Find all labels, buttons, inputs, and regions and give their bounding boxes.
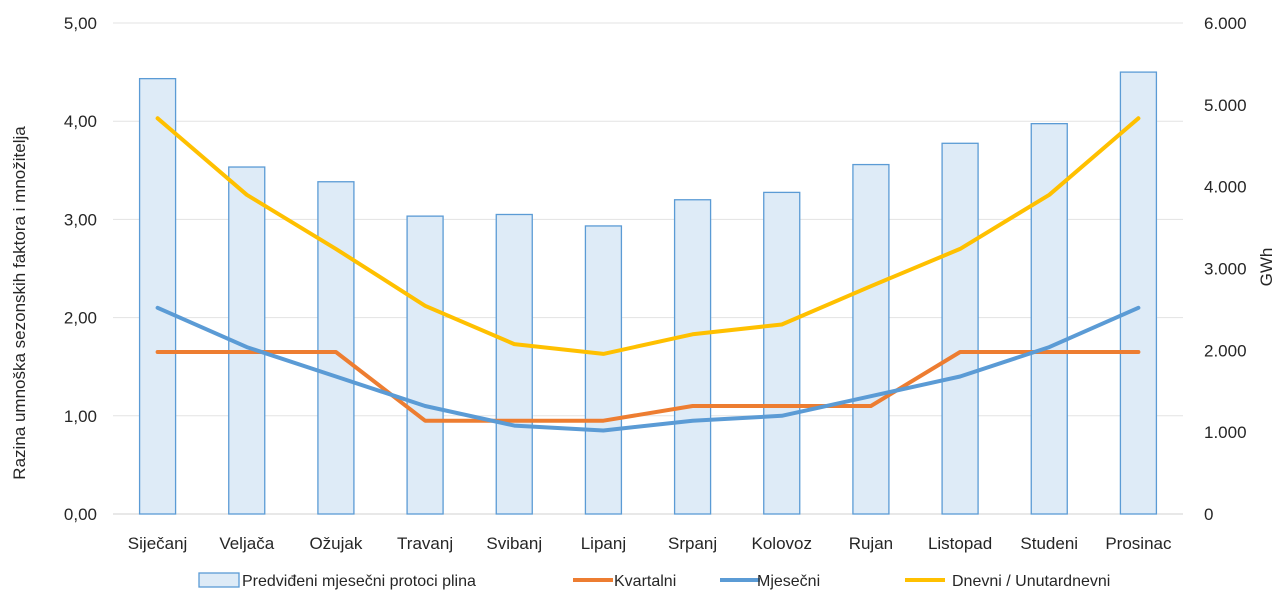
right-axis-title: GWh bbox=[1257, 248, 1276, 287]
legend-label: Mjesečni bbox=[757, 573, 820, 590]
bar bbox=[852, 163, 890, 515]
legend-label: Kvartalni bbox=[614, 573, 676, 590]
bar bbox=[138, 77, 177, 515]
bar-series bbox=[138, 71, 1158, 515]
legend-swatch bbox=[198, 572, 240, 588]
left-tick-label: 4,00 bbox=[64, 112, 97, 131]
left-axis-ticks: 0,00 1,00 2,00 3,00 4,00 5,00 bbox=[64, 14, 97, 524]
x-tick-label: Siječanj bbox=[128, 534, 188, 553]
right-tick-label: 3.000 bbox=[1204, 260, 1247, 279]
bar bbox=[495, 213, 533, 515]
legend-label: Dnevni / Unutardnevni bbox=[952, 573, 1110, 590]
legend: Predviđeni mjesečni protoci plina Kvartal… bbox=[198, 572, 1110, 590]
right-tick-label: 6.000 bbox=[1204, 14, 1247, 33]
x-tick-label: Studeni bbox=[1020, 534, 1078, 553]
right-tick-label: 1.000 bbox=[1204, 423, 1247, 442]
x-tick-label: Ožujak bbox=[309, 534, 362, 553]
series-line bbox=[155, 116, 1141, 356]
bar bbox=[1030, 123, 1068, 515]
bar bbox=[941, 142, 979, 515]
left-tick-label: 1,00 bbox=[64, 407, 97, 426]
x-tick-label: Srpanj bbox=[668, 534, 717, 553]
bar bbox=[1119, 71, 1158, 515]
right-tick-label: 4.000 bbox=[1204, 178, 1247, 197]
x-tick-label: Rujan bbox=[849, 534, 893, 553]
series-line bbox=[155, 305, 1141, 433]
bar bbox=[673, 199, 712, 515]
x-axis-ticks: Siječanj Veljača Ožujak Travanj Svibanj Lipan… bbox=[128, 534, 1172, 553]
left-tick-label: 2,00 bbox=[64, 309, 97, 328]
bar bbox=[317, 181, 355, 515]
x-tick-label: Listopad bbox=[928, 534, 992, 553]
left-tick-label: 0,00 bbox=[64, 505, 97, 524]
x-tick-label: Lipanj bbox=[581, 534, 626, 553]
bar bbox=[406, 215, 444, 515]
left-tick-label: 3,00 bbox=[64, 210, 97, 229]
x-tick-label: Svibanj bbox=[486, 534, 542, 553]
left-tick-label: 5,00 bbox=[64, 14, 97, 33]
bar bbox=[763, 191, 801, 515]
right-tick-label: 2.000 bbox=[1204, 341, 1247, 360]
x-tick-label: Prosinac bbox=[1105, 534, 1172, 553]
x-tick-label: Travanj bbox=[397, 534, 453, 553]
x-tick-label: Veljača bbox=[219, 534, 274, 553]
legend-label: Predviđeni mjesečni protoci plina bbox=[242, 573, 476, 590]
line-series bbox=[155, 116, 1141, 433]
series-line bbox=[155, 350, 1141, 423]
right-axis-ticks: 0 1.000 2.000 3.000 4.000 5.000 6.000 bbox=[1204, 14, 1247, 524]
left-axis-title: Razina umnoška sezonskih faktora i množi… bbox=[10, 126, 29, 480]
bar bbox=[584, 225, 623, 515]
right-tick-label: 0 bbox=[1204, 505, 1213, 524]
right-tick-label: 5.000 bbox=[1204, 96, 1247, 115]
x-tick-label: Kolovoz bbox=[752, 534, 812, 553]
gridlines bbox=[113, 22, 1183, 515]
